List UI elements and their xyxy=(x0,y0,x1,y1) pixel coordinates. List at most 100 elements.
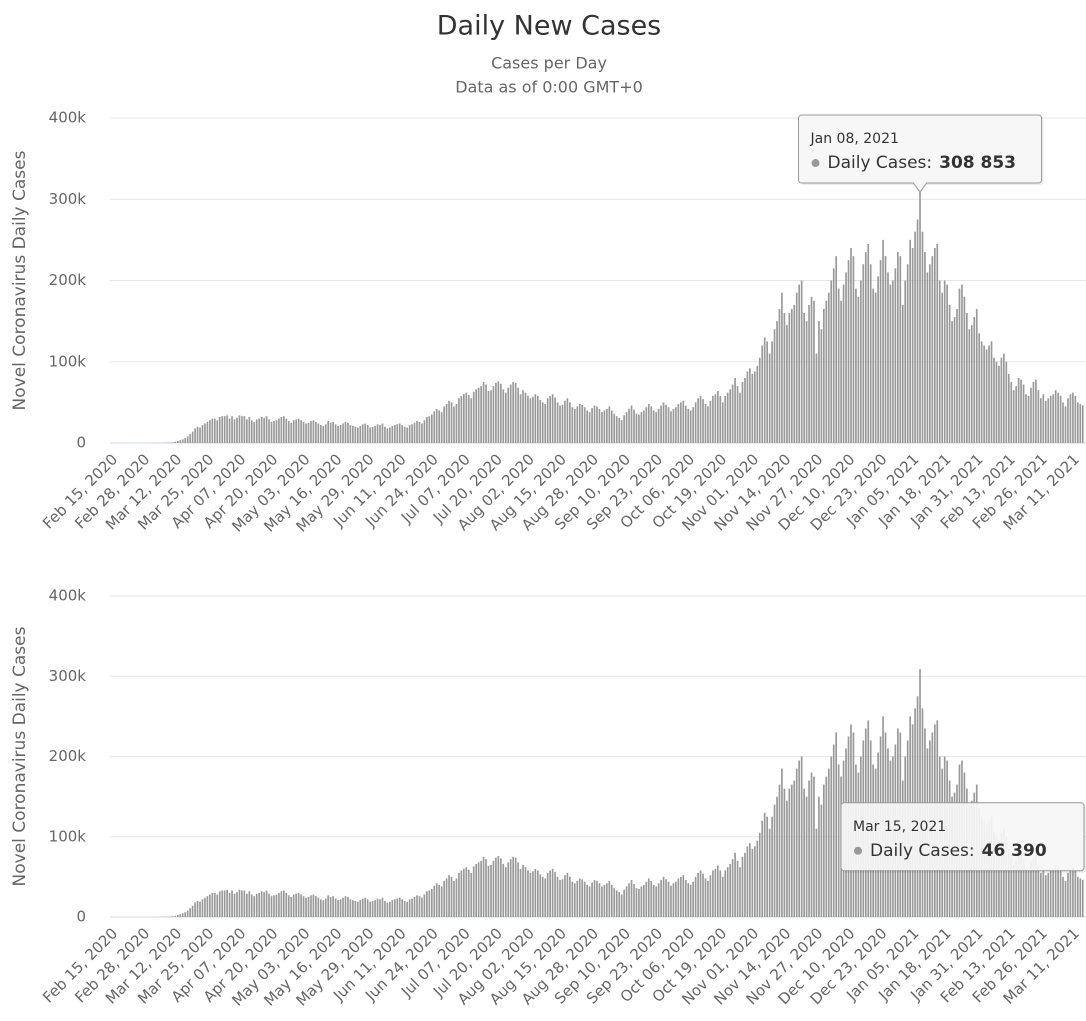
bar xyxy=(398,897,401,917)
bar xyxy=(736,386,739,443)
bar xyxy=(857,296,860,443)
bar xyxy=(440,412,443,443)
bar xyxy=(697,872,699,917)
bar xyxy=(966,313,968,443)
bar xyxy=(731,859,734,917)
bar xyxy=(302,421,305,443)
bar xyxy=(872,288,875,443)
bar xyxy=(541,876,544,917)
bar xyxy=(1059,870,1062,917)
bar xyxy=(798,760,801,917)
bar xyxy=(613,413,616,443)
bar xyxy=(507,387,510,443)
bar xyxy=(223,416,226,443)
bar xyxy=(413,896,416,917)
bar xyxy=(514,857,517,917)
bar xyxy=(453,880,455,917)
bar xyxy=(860,280,862,443)
bar xyxy=(687,883,690,917)
bar xyxy=(672,408,675,443)
bar xyxy=(408,899,411,917)
bar xyxy=(497,856,500,917)
bar xyxy=(280,891,283,917)
tooltip-name: Daily Cases: xyxy=(870,841,975,861)
bar xyxy=(1003,353,1005,443)
bar xyxy=(297,418,300,443)
bar xyxy=(470,872,473,917)
bar xyxy=(184,912,187,917)
bar xyxy=(554,872,556,917)
bar xyxy=(684,405,687,443)
bar xyxy=(850,248,852,443)
bar xyxy=(324,424,327,443)
bar xyxy=(608,880,611,917)
bar xyxy=(430,414,433,443)
bar xyxy=(1032,382,1035,443)
bar xyxy=(978,333,981,443)
bar xyxy=(1003,828,1005,917)
bar xyxy=(408,425,411,443)
bar xyxy=(689,884,692,917)
bar xyxy=(268,419,270,443)
bar xyxy=(919,192,921,443)
bar xyxy=(776,796,778,917)
bar xyxy=(391,900,394,917)
bar xyxy=(280,417,283,443)
bar xyxy=(204,423,206,443)
bar xyxy=(529,398,532,443)
bar xyxy=(268,893,270,917)
bar xyxy=(697,398,699,443)
bar xyxy=(793,780,796,917)
bar xyxy=(704,404,707,443)
bar xyxy=(273,895,275,917)
bar xyxy=(739,867,741,917)
bar xyxy=(707,406,709,443)
bar xyxy=(793,304,796,443)
bar xyxy=(243,416,246,443)
bar xyxy=(729,389,731,443)
bar xyxy=(719,395,722,443)
bar xyxy=(586,884,588,917)
bar xyxy=(517,862,519,917)
bar xyxy=(238,889,241,917)
bar xyxy=(435,408,438,443)
bar xyxy=(512,382,515,443)
bar xyxy=(667,407,670,443)
bar xyxy=(490,864,492,917)
tooltip-dot xyxy=(854,846,862,855)
bar xyxy=(1049,395,1052,443)
bar xyxy=(492,386,495,443)
bar xyxy=(310,421,312,443)
bar xyxy=(339,899,342,917)
bar xyxy=(810,772,813,917)
bar xyxy=(704,878,707,917)
bar xyxy=(196,900,199,917)
bar xyxy=(329,422,332,443)
bar xyxy=(386,902,389,917)
bar xyxy=(941,292,944,443)
bar xyxy=(647,404,650,443)
bar xyxy=(315,421,317,443)
bar xyxy=(458,872,460,917)
bar xyxy=(504,867,507,917)
bar xyxy=(741,382,744,443)
tooltip-date: Jan 08, 2021 xyxy=(810,131,899,147)
bar xyxy=(361,424,364,443)
bar xyxy=(904,280,907,443)
bar xyxy=(699,870,702,917)
bar xyxy=(514,382,517,443)
bar xyxy=(714,868,717,917)
bar xyxy=(312,420,315,443)
bar xyxy=(260,891,263,917)
bar xyxy=(290,896,293,917)
bar xyxy=(667,881,670,917)
bar xyxy=(283,890,285,917)
bar xyxy=(734,852,736,917)
bar xyxy=(290,422,293,443)
bar xyxy=(983,345,985,443)
bar xyxy=(988,345,990,443)
bar xyxy=(1042,868,1045,917)
bar xyxy=(963,296,966,443)
bar xyxy=(684,880,687,917)
bar xyxy=(366,425,369,443)
